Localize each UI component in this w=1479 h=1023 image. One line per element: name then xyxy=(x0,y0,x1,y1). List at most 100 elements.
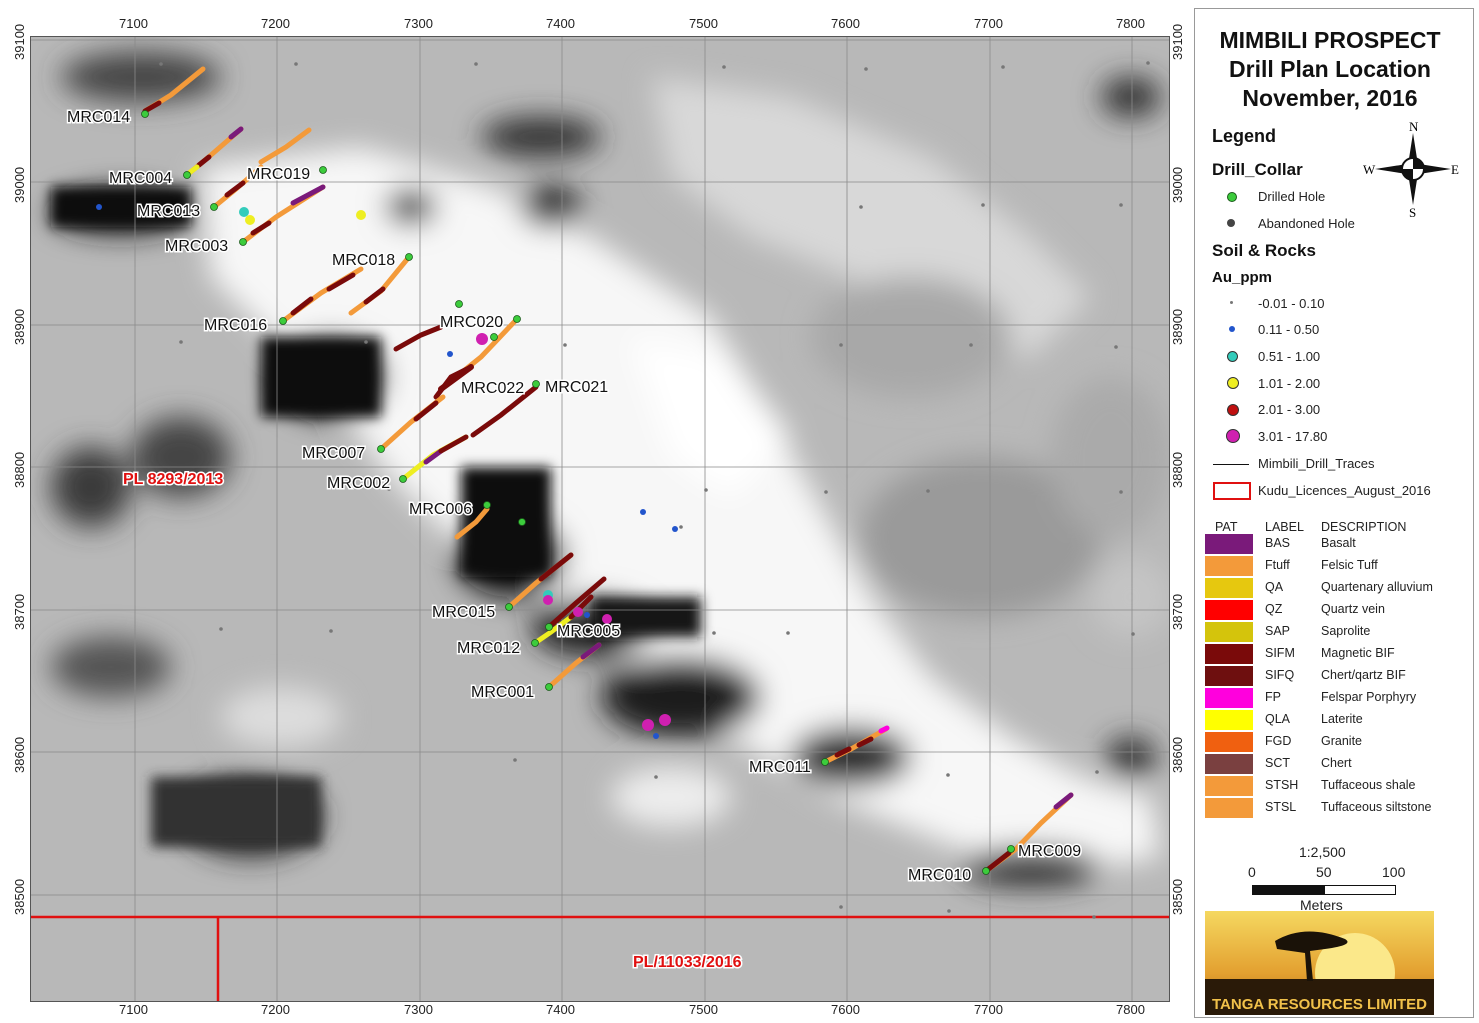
au-symbol-2 xyxy=(1227,351,1238,362)
x-tick-top: 7800 xyxy=(1116,16,1145,31)
scale-bar-black xyxy=(1252,885,1326,895)
pat-row: STSL Tuffaceous siltstone xyxy=(1205,798,1465,818)
y-tick-left: 38800 xyxy=(12,451,27,488)
map-canvas[interactable]: MRC014 MRC004 MRC019 MRC013 MRC003 MRC01… xyxy=(30,36,1170,1002)
description-header: DESCRIPTION xyxy=(1321,520,1407,534)
logo-text: TANGA RESOURCES LIMITED xyxy=(1211,996,1427,1013)
y-tick-left: 38700 xyxy=(12,593,27,630)
pat-label: FGD xyxy=(1265,734,1292,748)
au-symbol-0 xyxy=(1230,301,1233,304)
pat-row: FP Felspar Porphyry xyxy=(1205,688,1465,708)
x-tick-bottom: 7200 xyxy=(261,1002,290,1017)
pat-swatch xyxy=(1205,732,1253,752)
pat-description: Quartenary alluvium xyxy=(1321,580,1433,594)
pat-description: Felsic Tuff xyxy=(1321,558,1378,572)
au-label-5: 3.01 - 17.80 xyxy=(1258,429,1328,444)
hole-label-mrc021: MRC021 xyxy=(545,379,608,396)
pat-swatch xyxy=(1205,556,1253,576)
x-tick-bottom: 7500 xyxy=(689,1002,718,1017)
soil-samples-low xyxy=(159,61,1150,919)
pat-label: SAP xyxy=(1265,624,1291,638)
pat-swatch xyxy=(1205,688,1253,708)
x-tick-top: 7400 xyxy=(546,16,575,31)
au-label-4: 2.01 - 3.00 xyxy=(1258,402,1321,417)
x-tick-bottom: 7400 xyxy=(546,1002,575,1017)
au-label-2: 0.51 - 1.00 xyxy=(1258,349,1321,364)
scale-bar-white xyxy=(1324,885,1396,895)
scale-tick-0: 0 xyxy=(1248,864,1256,880)
pat-label: SIFQ xyxy=(1265,668,1295,682)
pat-description: Chert xyxy=(1321,756,1352,770)
pat-label: QLA xyxy=(1265,712,1291,726)
hole-label-mrc020: MRC020 xyxy=(440,314,503,331)
pat-row: SCT Chert xyxy=(1205,754,1465,774)
y-tick-right: 38800 xyxy=(1170,451,1185,488)
hole-label-mrc011: MRC011 xyxy=(749,759,811,776)
abandoned-hole-symbol xyxy=(1227,219,1235,227)
licence-label-lower: PL/11033/2016 xyxy=(633,954,742,971)
pat-label: STSL xyxy=(1265,800,1297,814)
hole-label-mrc016: MRC016 xyxy=(204,317,267,334)
hole-label-mrc009: MRC009 xyxy=(1018,843,1081,860)
hole-label-mrc012: MRC012 xyxy=(457,640,520,657)
y-tick-right: 38700 xyxy=(1170,593,1185,630)
pat-description: Tuffaceous shale xyxy=(1321,778,1416,792)
pat-swatch xyxy=(1205,798,1253,818)
drill-collar-heading: Drill_Collar xyxy=(1212,160,1303,179)
pat-row: STSH Tuffaceous shale xyxy=(1205,776,1465,796)
x-tick-bottom: 7100 xyxy=(119,1002,148,1017)
scale-ratio: 1:2,500 xyxy=(1299,844,1346,860)
pat-description: Basalt xyxy=(1321,536,1356,550)
y-tick-right: 38900 xyxy=(1170,308,1185,345)
scale-tick-100: 100 xyxy=(1382,864,1406,880)
legend-panel: MIMBILI PROSPECT Drill Plan Location Nov… xyxy=(1194,8,1474,1018)
east-letter: E xyxy=(1451,162,1459,177)
x-tick-bottom: 7800 xyxy=(1116,1002,1145,1017)
pat-description: Granite xyxy=(1321,734,1362,748)
scale-tick-50: 50 xyxy=(1316,864,1332,880)
drilled-hole-label: Drilled Hole xyxy=(1258,189,1326,204)
tanga-logo: TANGA RESOURCES LIMITED xyxy=(1205,911,1434,1015)
licence-symbol xyxy=(1213,482,1251,500)
x-tick-top: 7500 xyxy=(689,16,718,31)
au-ppm-heading: Au_ppm xyxy=(1212,269,1272,286)
pat-label: QA xyxy=(1265,580,1284,594)
pat-swatch xyxy=(1205,710,1253,730)
pat-row: Ftuff Felsic Tuff xyxy=(1205,556,1465,576)
y-tick-left: 39000 xyxy=(12,166,27,203)
pat-label: SCT xyxy=(1265,756,1290,770)
map-title: MIMBILI PROSPECT xyxy=(1219,27,1441,53)
legend-heading: Legend xyxy=(1212,126,1277,146)
pat-label: QZ xyxy=(1265,602,1283,616)
drill-collars xyxy=(141,110,1015,875)
hole-label-mrc015: MRC015 xyxy=(432,604,495,621)
north-arrow-icon: N S W E xyxy=(1363,119,1459,220)
hole-label-mrc005: MRC005 xyxy=(557,623,620,640)
x-tick-bottom: 7700 xyxy=(974,1002,1003,1017)
x-tick-bottom: 7300 xyxy=(404,1002,433,1017)
hole-label-mrc018: MRC018 xyxy=(332,252,395,269)
x-tick-bottom: 7600 xyxy=(831,1002,860,1017)
abandoned-hole-label: Abandoned Hole xyxy=(1258,216,1355,231)
hole-label-mrc013: MRC013 xyxy=(137,203,200,220)
pat-swatch xyxy=(1205,776,1253,796)
pat-swatch xyxy=(1205,754,1253,774)
licence-label-upper: PL 8293/2013 xyxy=(123,471,223,488)
hole-label-mrc002: MRC002 xyxy=(327,475,390,492)
hole-label-mrc004: MRC004 xyxy=(109,170,172,187)
north-letter: N xyxy=(1409,119,1419,134)
au-label-3: 1.01 - 2.00 xyxy=(1258,376,1321,391)
drill-traces xyxy=(142,66,1074,874)
x-tick-top: 7600 xyxy=(831,16,860,31)
pat-swatch xyxy=(1205,600,1253,620)
hole-label-mrc007: MRC007 xyxy=(302,445,365,462)
x-tick-top: 7300 xyxy=(404,16,433,31)
y-tick-right: 38500 xyxy=(1170,878,1185,915)
pat-description: Saprolite xyxy=(1321,624,1371,638)
au-symbol-5 xyxy=(1226,429,1240,443)
pat-label: STSH xyxy=(1265,778,1299,792)
hole-label-mrc001: MRC001 xyxy=(471,684,534,701)
au-label-1: 0.11 - 0.50 xyxy=(1258,322,1320,337)
y-tick-right: 39100 xyxy=(1170,23,1185,60)
hole-label-mrc006: MRC006 xyxy=(409,501,472,518)
